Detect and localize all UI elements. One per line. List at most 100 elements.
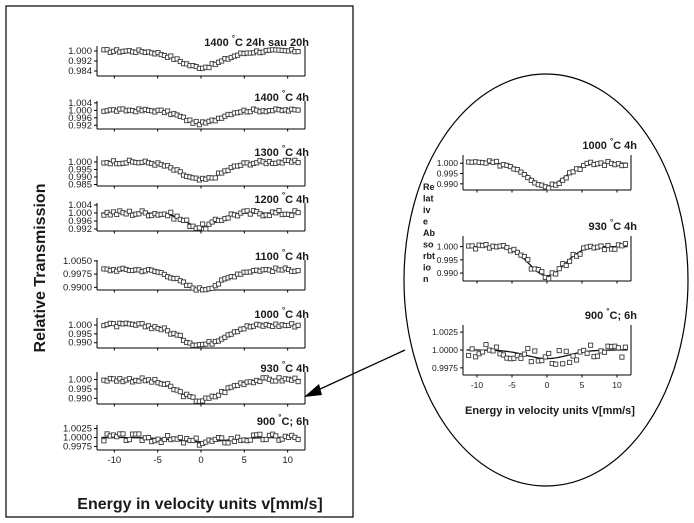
main-data-point xyxy=(165,433,171,439)
inset-data-point xyxy=(577,166,583,172)
main-data-point xyxy=(174,56,180,62)
main-data-point xyxy=(200,221,206,227)
main-data-point xyxy=(126,208,132,214)
main-data-point xyxy=(279,436,285,442)
main-data-point xyxy=(279,160,285,166)
main-y-tick-label: 0.995 xyxy=(68,165,92,176)
main-data-point xyxy=(180,114,187,120)
main-data-point xyxy=(187,282,193,288)
inset-data-point xyxy=(546,276,552,282)
inset-data-point xyxy=(601,162,608,168)
inset-data-point xyxy=(539,358,545,364)
main-data-point xyxy=(276,375,282,381)
inset-data-point xyxy=(525,175,531,181)
main-data-point xyxy=(155,436,161,442)
main-data-point xyxy=(117,376,123,382)
main-y-tick-label: 0.992 xyxy=(68,120,92,131)
inset-data-point xyxy=(553,361,559,367)
inset-y-label-fragment: Ab xyxy=(423,228,435,238)
inset-data-point xyxy=(521,172,527,178)
main-data-point xyxy=(295,436,301,443)
main-x-tick-label: -5 xyxy=(153,455,161,466)
main-data-point xyxy=(190,394,196,400)
main-data-point xyxy=(165,213,171,219)
main-data-point xyxy=(231,438,237,444)
main-data-point xyxy=(225,440,231,446)
main-data-point xyxy=(295,49,301,55)
inset-data-point xyxy=(490,348,496,354)
main-data-point xyxy=(107,161,113,167)
main-data-point xyxy=(168,209,174,215)
main-data-point xyxy=(247,211,253,217)
main-y-tick-label: 0.985 xyxy=(68,180,92,191)
inset-data-point xyxy=(473,246,479,252)
main-y-tick-label: 1.000 xyxy=(68,157,92,168)
main-data-point xyxy=(145,323,152,329)
main-y-tick-label: 0.992 xyxy=(68,224,92,235)
main-data-point xyxy=(241,326,247,332)
inset-data-point xyxy=(518,355,524,361)
inset-x-axis-title: Energy in velocity units V[mm/s] xyxy=(465,405,635,417)
main-data-point xyxy=(219,435,225,441)
inset-data-point xyxy=(588,342,594,348)
inset-data-point xyxy=(563,262,569,269)
inset-data-point xyxy=(546,350,552,357)
inset-data-point xyxy=(622,241,628,247)
inset-label: 1000 °C 4h xyxy=(582,137,637,152)
main-data-point xyxy=(133,109,139,115)
main-data-point xyxy=(136,431,142,437)
main-data-point xyxy=(273,378,279,384)
main-data-point xyxy=(158,439,164,445)
main-data-point xyxy=(222,389,228,396)
main-data-point xyxy=(180,440,187,446)
main-data-point xyxy=(145,435,152,441)
inset-data-point xyxy=(560,361,566,367)
main-data-point xyxy=(165,328,171,334)
main-data-point xyxy=(142,210,148,216)
main-data-point xyxy=(203,226,209,232)
callout-arrowhead xyxy=(304,384,322,397)
main-data-point xyxy=(126,376,132,382)
main-label: 900 °C; 6h xyxy=(257,413,309,428)
inset-data-point xyxy=(525,257,531,263)
main-y-tick-label: 0.996 xyxy=(68,113,92,124)
main-y-tick-label: 1.0050 xyxy=(63,256,92,267)
inset-label: 930 °C 4h xyxy=(589,218,638,233)
main-y-tick-label: 0.995 xyxy=(68,329,92,340)
inset-data-point xyxy=(567,258,573,264)
main-data-point xyxy=(244,208,250,214)
inset-ellipse xyxy=(403,73,689,487)
main-data-point xyxy=(235,434,241,440)
main-y-tick-label: 0.990 xyxy=(68,338,92,349)
main-data-point xyxy=(139,437,145,443)
inset-data-point xyxy=(525,345,531,352)
main-label: 1100 °C 4h xyxy=(255,248,309,263)
inset-data-point xyxy=(514,353,520,359)
main-data-point xyxy=(203,341,209,347)
main-data-point xyxy=(289,212,295,218)
main-data-point xyxy=(114,434,120,440)
main-data-point xyxy=(110,158,117,164)
inset-data-point xyxy=(542,354,548,360)
inset-data-point xyxy=(469,346,475,352)
main-data-point xyxy=(114,324,120,330)
inset-data-point xyxy=(479,349,486,355)
main-data-point xyxy=(209,219,215,225)
inset-y-tick-label: 0.990 xyxy=(437,179,459,189)
main-data-point xyxy=(149,379,155,385)
main-panel: 1.0050 0.9975 0.9900 1100 °C 4h xyxy=(63,248,309,293)
main-data-point xyxy=(295,107,301,113)
inset-data-point xyxy=(622,162,628,168)
main-y-tick-label: 0.990 xyxy=(68,393,92,404)
main-y-tick-label: 1.0025 xyxy=(63,424,92,435)
main-y-tick-label: 0.9975 xyxy=(63,269,92,280)
main-data-point xyxy=(295,160,301,166)
main-data-point xyxy=(177,389,183,395)
main-y-tick-label: 0.9900 xyxy=(63,282,92,293)
main-data-point xyxy=(101,212,107,218)
inset-label: 900 °C; 6h xyxy=(585,307,637,322)
main-data-point xyxy=(187,117,193,123)
